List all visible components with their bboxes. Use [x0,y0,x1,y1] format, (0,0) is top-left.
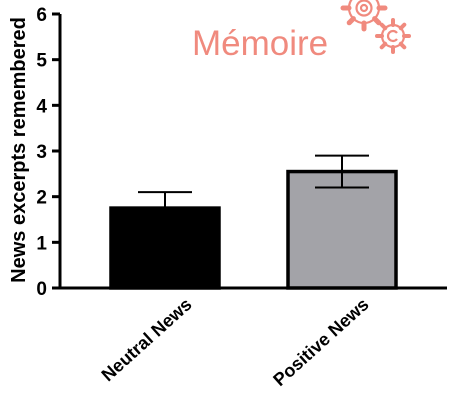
y-axis: 0 1 2 3 4 5 6 [36,5,62,300]
bar [286,169,398,290]
bars [109,154,398,290]
y-tick-label: 2 [36,188,47,209]
chart-title: Mémoire [192,24,328,63]
x-axis: Neutral News Positive News [58,286,447,390]
gears-icon [340,0,411,54]
y-tick-label: 1 [36,233,47,254]
bar [109,206,221,290]
y-tick-label: 3 [36,142,47,163]
y-tick-label: 6 [36,5,47,26]
y-axis-label: News excerpts remembered [8,17,30,283]
y-tick-label: 4 [36,96,47,117]
x-tick-label: Neutral News [98,294,196,385]
y-tick-label: 5 [36,51,47,72]
x-tick-label: Positive News [269,294,372,390]
y-tick-label: 0 [36,279,47,300]
